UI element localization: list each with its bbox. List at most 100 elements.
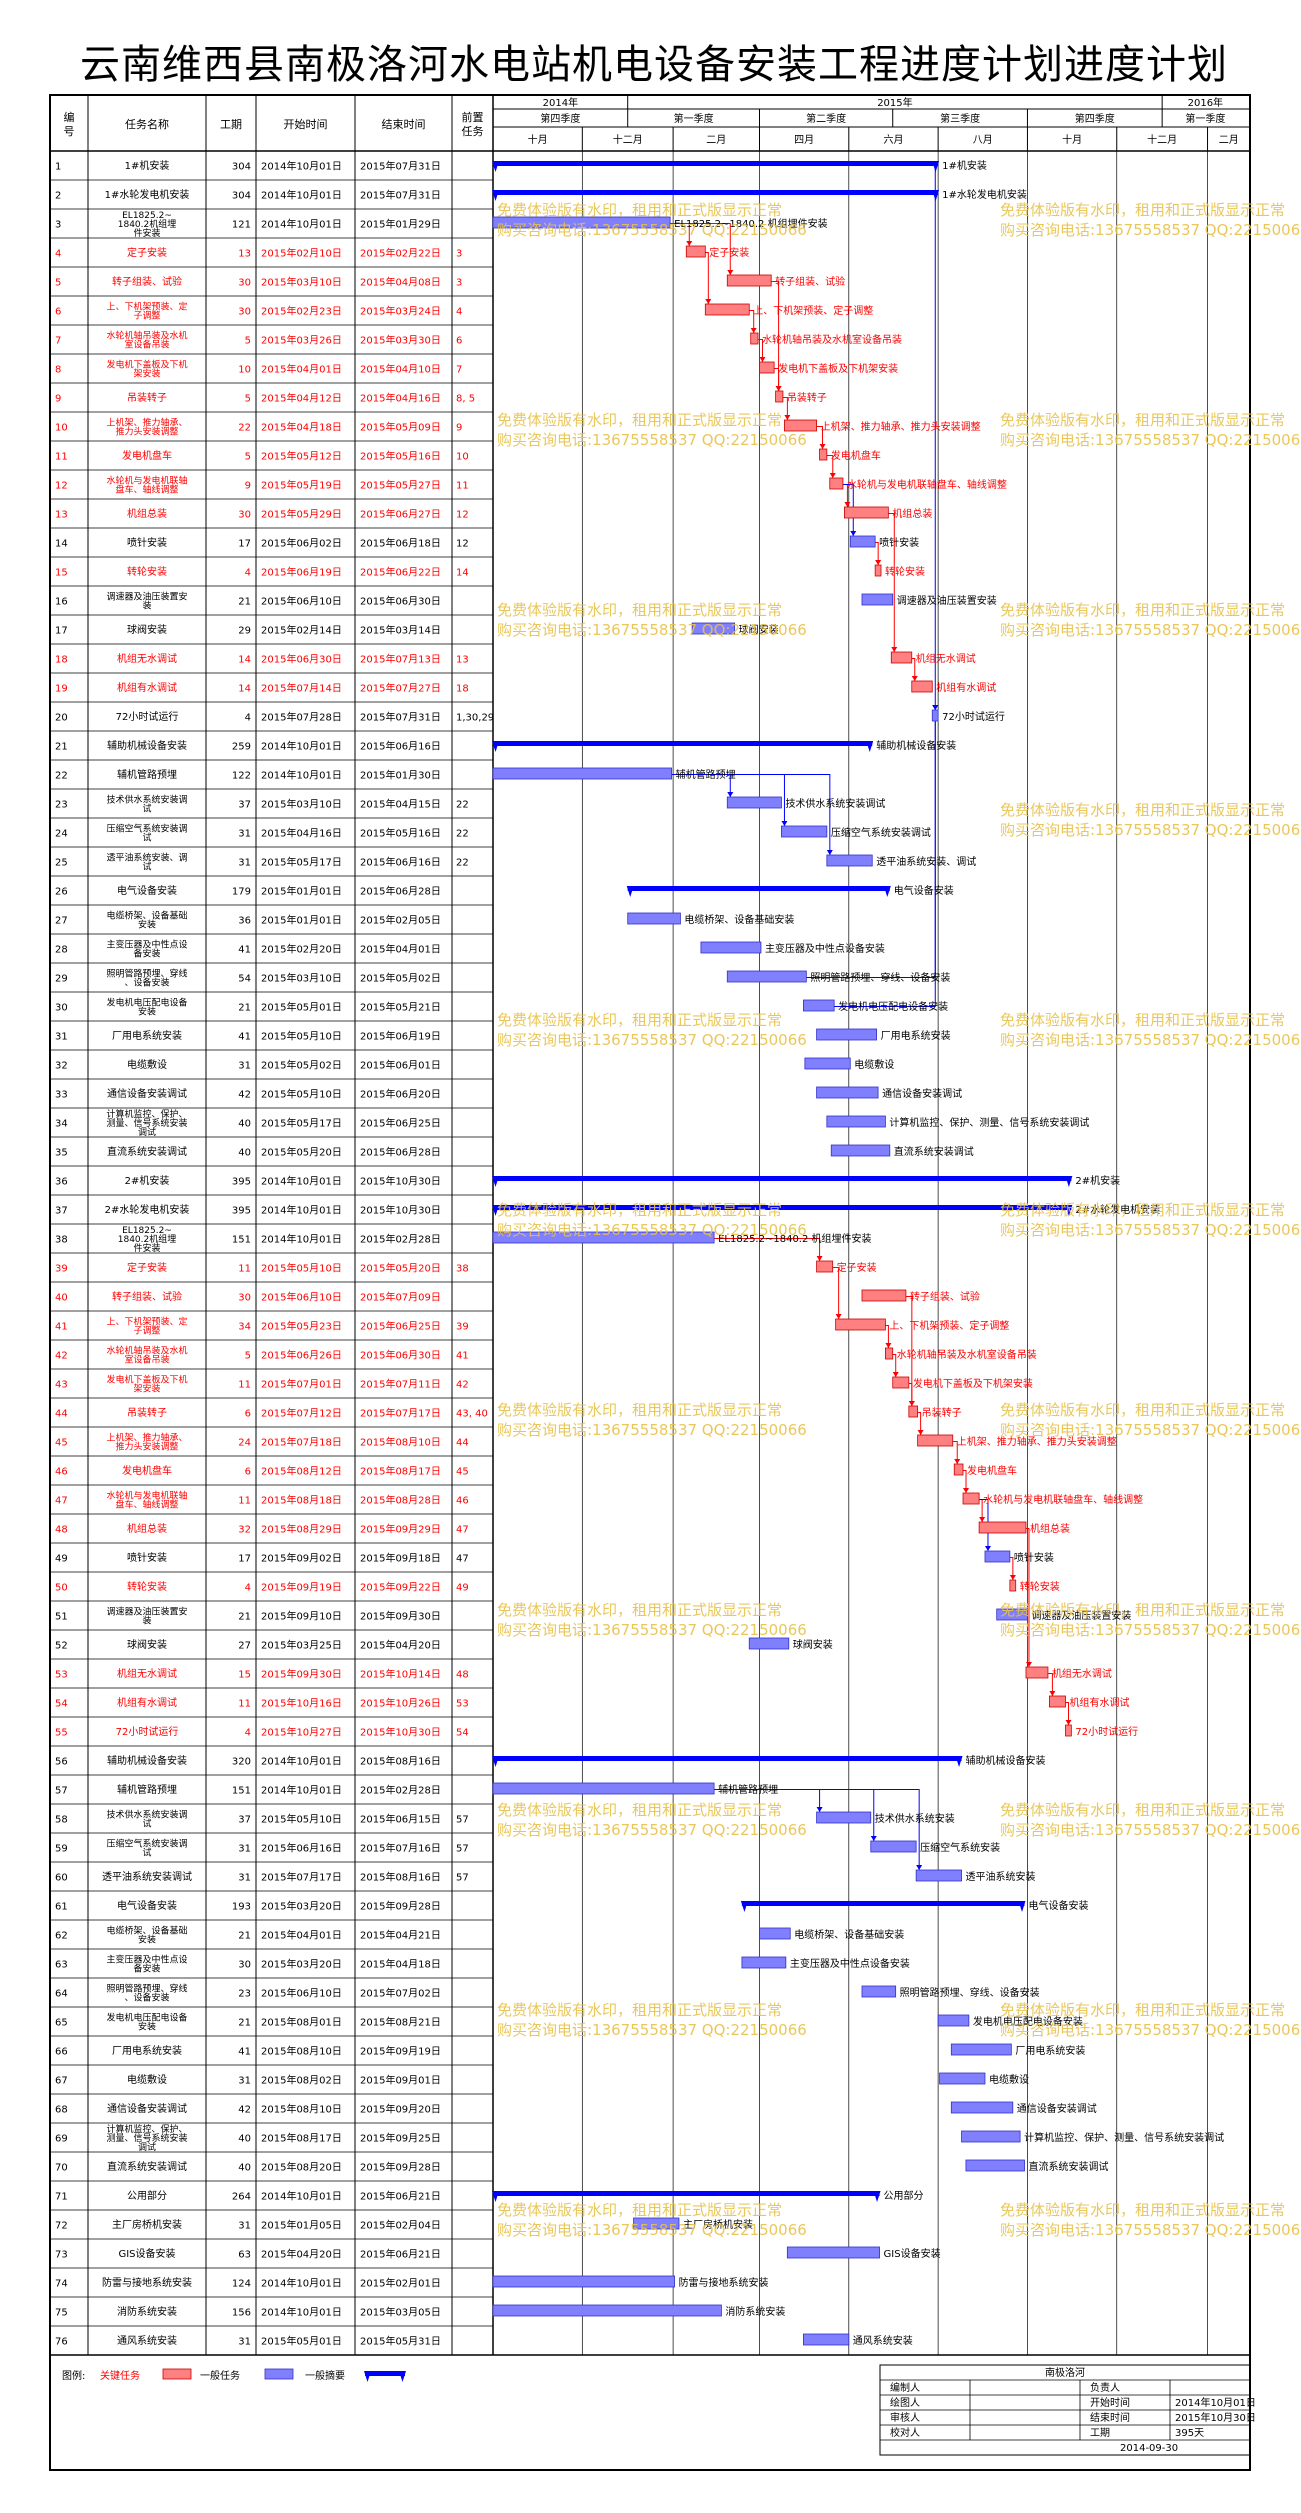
column-header-pred: 前置 [462,110,484,124]
task-name: 上、下机架预装、定 [106,301,187,313]
task-end: 2015年09月29日 [360,1523,441,1536]
task-end: 2015年04月20日 [360,1639,441,1652]
task-name: 发电机电压配电设备 [106,2012,187,2024]
dependency-arrow [781,821,788,826]
table-row: 72 主厂房桥机安装 31 2015年01月05日 2015年02月04日 [50,2218,493,2240]
column-header-pred-line2: 任务 [462,125,484,138]
bar-label: 主变压器及中性点设备安装 [765,942,885,955]
dependency-link [934,165,939,710]
task-end: 2015年10月30日 [360,1175,441,1188]
critical-task-bar [726,274,772,287]
task-id: 26 [55,887,68,898]
task-start: 2014年10月01日 [261,740,342,753]
normal-task-bar [492,767,673,780]
task-id: 45 [55,1438,68,1449]
dependency-link [917,1412,922,1435]
critical-task-bar [844,506,889,519]
task-duration: 10 [238,365,251,376]
task-start: 2015年04月01日 [261,363,342,376]
task-id: 16 [55,597,68,608]
bar-label: 发电机盘车 [967,1464,1017,1477]
task-id: 17 [55,626,68,637]
task-end: 2015年07月31日 [360,189,441,202]
table-row: 17 球阀安装 29 2015年02月14日 2015年03月14日 [50,623,493,645]
bar-label: 发电机电压配电设备安装 [973,2015,1083,2028]
task-end: 2015年05月16日 [360,450,441,463]
task-start: 2015年06月02日 [261,537,342,550]
task-end: 2015年06月25日 [360,1117,441,1130]
task-end: 2015年07月31日 [360,711,441,724]
watermark-line2: 购买咨询电话:13675558537 QQ:22150066 [497,431,807,449]
task-duration: 4 [245,1583,251,1594]
task-name: 压缩空气系统安装调 [106,823,187,835]
bar-label: 上、下机架预装、定子调整 [889,1319,1009,1332]
bar-label: 吊装转子 [922,1406,962,1419]
task-start: 2015年03月26日 [261,334,342,347]
task-name: 转子组装、试验 [112,1290,182,1303]
task-duration: 34 [238,1322,251,1333]
bar-label: GIS设备安装 [884,2247,941,2260]
task-name-continued: 调试 [138,1126,156,1138]
task-name: 上、下机架预装、定 [106,1316,187,1328]
task-start: 2015年07月14日 [261,682,342,695]
bar-label: 电气设备安装 [1029,1899,1089,1912]
task-end: 2015年01月29日 [360,218,441,231]
task-duration: 11 [238,1264,251,1275]
task-id: 15 [55,568,68,579]
info-key: 负责人 [1090,2381,1120,2394]
task-name: 机组总装 [127,507,167,520]
task-duration: 5 [245,1351,251,1362]
task-start: 2015年07月12日 [261,1407,342,1420]
dependency-link [832,1267,840,1319]
table-row: 63 主变压器及中性点设备安装 30 2015年03月20日 2015年04月18日 [50,1954,493,1979]
task-end: 2015年06月22日 [360,566,441,579]
task-predecessor: 41 [456,1351,469,1362]
task-end: 2015年06月20日 [360,1088,441,1101]
summary-bar [741,1901,1025,1906]
summary-bar [493,1205,1072,1210]
task-end: 2015年03月14日 [360,624,441,637]
bar-label: 水轮机与发电机联轴盘车、轴线调整 [983,1493,1143,1506]
task-start: 2015年01月01日 [261,914,342,927]
watermark-line2: 购买咨询电话:13675558537 QQ:22150066 [1000,2221,1301,2239]
bar-label: 吊装转子 [787,391,827,404]
task-end: 2015年05月20日 [360,1262,441,1275]
task-name: 通信设备安装调试 [107,2102,187,2115]
normal-task-bar [700,941,762,954]
task-duration: 36 [238,916,251,927]
table-row: 29 照明管路预埋、穿线、设备安装 54 2015年03月10日 2015年05月02日 [50,968,493,993]
task-id: 60 [55,1873,68,1884]
table-row: 59 压缩空气系统安装调试 31 2015年06月16日 2015年07月16日 57 [50,1838,493,1863]
table-row: 37 2#水轮发电机安装 395 2014年10月01日 2015年10月30日 [50,1203,493,1225]
task-duration: 32 [238,1525,251,1536]
normal-task-bar [726,796,782,809]
task-end: 2015年09月22日 [360,1581,441,1594]
task-name: 水轮机与发电机联轴 [106,475,187,487]
legend-critical-swatch [162,2368,192,2380]
task-name: 辅机管路预埋 [117,768,177,781]
task-predecessor: 57 [456,1815,469,1826]
task-name-continued: 1840.2机组埋 [118,1233,177,1245]
normal-task-bar [816,1811,872,1824]
task-id: 32 [55,1061,68,1072]
watermark-line1: 免费体验版有水印，租用和正式版显示正常 [497,1801,783,1819]
task-duration: 31 [238,829,251,840]
table-row: 42 水轮机轴吊装及水机室设备吊装 5 2015年06月26日 2015年06月30日 4… [50,1345,493,1370]
critical-task-bar [917,1434,954,1447]
task-start: 2014年10月01日 [261,2277,342,2290]
watermark-line2: 购买咨询电话:13675558537 QQ:22150066 [1000,2021,1301,2039]
task-start: 2015年03月20日 [261,1958,342,1971]
task-id: 9 [55,394,61,405]
legend-summary-cap [399,2371,406,2382]
bar-label: 透平油系统安装 [966,1870,1036,1883]
legend-normal-swatch [264,2368,294,2380]
watermark: 免费体验版有水印，租用和正式版显示正常 购买咨询电话:13675558537 QQ… [497,1010,807,1050]
task-end: 2015年10月30日 [360,1204,441,1217]
task-duration: 5 [245,394,251,405]
task-start: 2015年07月28日 [261,711,342,724]
watermark-line2: 购买咨询电话:13675558537 QQ:22150066 [497,1221,807,1239]
task-duration: 21 [238,1003,251,1014]
task-end: 2015年03月30日 [360,334,441,347]
